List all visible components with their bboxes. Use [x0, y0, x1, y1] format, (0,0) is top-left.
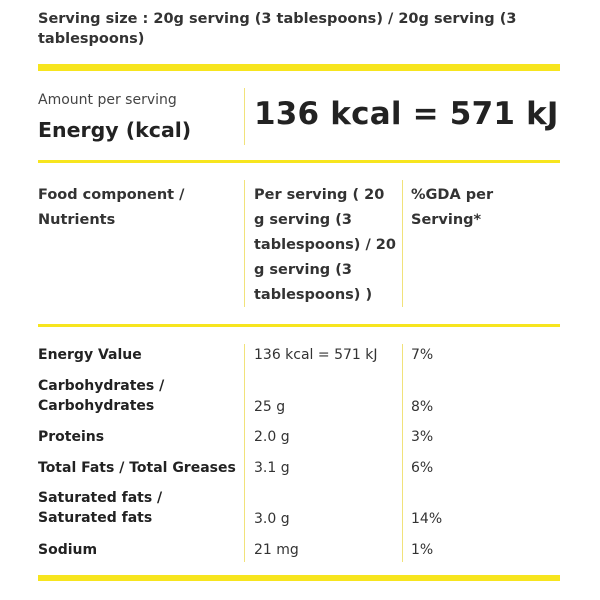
nutrient-per-serving: 25 g — [254, 399, 286, 415]
header-separator — [38, 324, 560, 327]
nutrient-name: Saturated fats / Saturated fats — [38, 490, 163, 526]
header-divider-1 — [244, 180, 245, 307]
header-gda: %GDA per Serving* — [411, 187, 494, 228]
nutrient-per-serving: 2.0 g — [254, 429, 290, 445]
bottom-accent-bar — [38, 575, 560, 581]
body-divider-1 — [244, 344, 245, 562]
nutrient-name: Carbohydrates / Carbohydrates — [38, 378, 165, 414]
nutrient-per-serving: 136 kcal = 571 kJ — [254, 347, 378, 363]
nutrient-name: Total Fats / Total Greases — [38, 460, 236, 476]
nutrient-gda: 1% — [411, 542, 434, 558]
nutrient-per-serving: 3.1 g — [254, 460, 290, 476]
nutrient-per-serving: 21 mg — [254, 542, 299, 558]
nutrient-gda: 3% — [411, 429, 434, 445]
header-divider-2 — [402, 180, 403, 307]
energy-value: 136 kcal = 571 kJ — [254, 96, 559, 132]
serving-size-text: Serving size : 20g serving (3 tablespoon… — [38, 11, 517, 47]
nutrient-name: Energy Value — [38, 347, 142, 363]
nutrient-gda: 14% — [411, 511, 443, 527]
amount-per-serving-label: Amount per serving — [38, 92, 177, 108]
energy-separator — [38, 160, 560, 163]
energy-divider — [244, 88, 245, 145]
nutrient-gda: 6% — [411, 460, 434, 476]
nutrient-name: Sodium — [38, 542, 98, 558]
header-per-serving: Per serving ( 20 g serving (3 tablespoon… — [254, 187, 396, 303]
nutrient-gda: 8% — [411, 399, 434, 415]
top-accent-bar — [38, 64, 560, 71]
nutrient-name: Proteins — [38, 429, 105, 445]
nutrient-gda: 7% — [411, 347, 434, 363]
header-food-component: Food component / Nutrients — [38, 187, 185, 228]
energy-label: Energy (kcal) — [38, 118, 192, 142]
nutrient-per-serving: 3.0 g — [254, 511, 290, 527]
body-divider-2 — [402, 344, 403, 562]
